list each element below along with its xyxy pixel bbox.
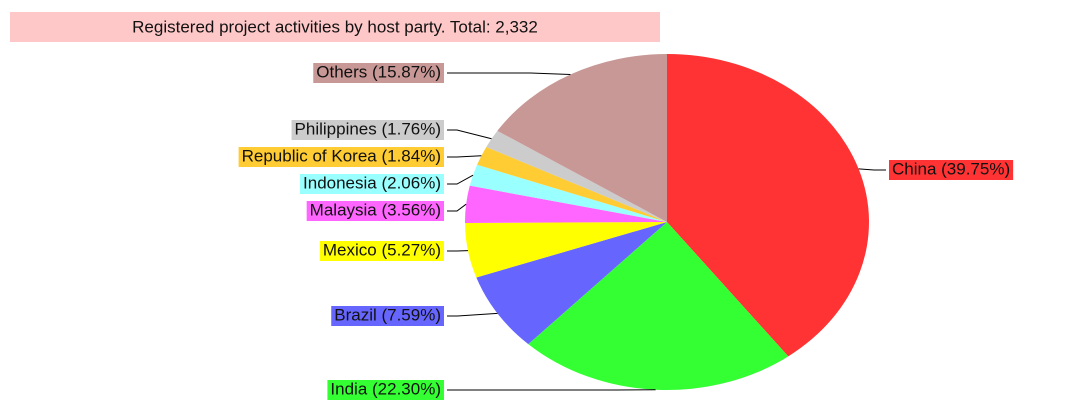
label-background [319, 241, 444, 261]
slice-label: Brazil (7.59%) [331, 305, 444, 326]
pie-slice [528, 222, 789, 390]
label-background [331, 306, 444, 326]
leader-line [447, 174, 474, 185]
pie-slice [469, 164, 667, 222]
slice-label: Mexico (5.27%) [319, 240, 444, 261]
slice-label-text: Indonesia (2.06%) [303, 173, 441, 192]
slice-label-text: China (39.75%) [892, 159, 1010, 178]
slice-label-text: India (22.30%) [330, 379, 441, 398]
label-background [300, 174, 444, 194]
slice-label-text: Mexico (5.27%) [323, 240, 441, 259]
pie-slice [476, 222, 667, 345]
pie-slice [477, 146, 667, 222]
slice-label: Malaysia (3.56%) [306, 200, 444, 221]
slice-label-text: Brazil (7.59%) [334, 305, 441, 324]
slice-label-text: Philippines (1.76%) [295, 119, 441, 138]
leader-line [447, 72, 571, 75]
slice-label: Others (15.87%) [313, 62, 444, 83]
pie-slice [465, 222, 667, 278]
leader-line [447, 203, 467, 212]
slice-label: Indonesia (2.06%) [300, 173, 444, 194]
leader-line [447, 129, 492, 140]
label-background [313, 63, 444, 83]
slice-label-text: Others (15.87%) [316, 62, 441, 81]
slice-label: India (22.30%) [327, 379, 444, 400]
label-background [306, 201, 444, 221]
label-background [889, 160, 1014, 180]
label-background [238, 147, 444, 167]
slice-label: Philippines (1.76%) [291, 119, 444, 140]
slice-label-text: Malaysia (3.56%) [310, 200, 441, 219]
pie-slice [497, 54, 667, 222]
pie-slice [486, 130, 667, 222]
slice-label: Republic of Korea (1.84%) [238, 146, 444, 167]
slice-label: China (39.75%) [889, 159, 1014, 180]
chart-title: Registered project activities by host pa… [132, 17, 538, 36]
label-background [291, 120, 444, 140]
leader-line [447, 155, 482, 158]
pie-slice [465, 185, 667, 223]
slice-label-text: Republic of Korea (1.84%) [242, 146, 441, 165]
pie-slice [667, 54, 870, 357]
label-background [327, 380, 444, 400]
title-background [10, 12, 660, 42]
leader-line [858, 168, 886, 171]
leader-line [447, 312, 498, 317]
